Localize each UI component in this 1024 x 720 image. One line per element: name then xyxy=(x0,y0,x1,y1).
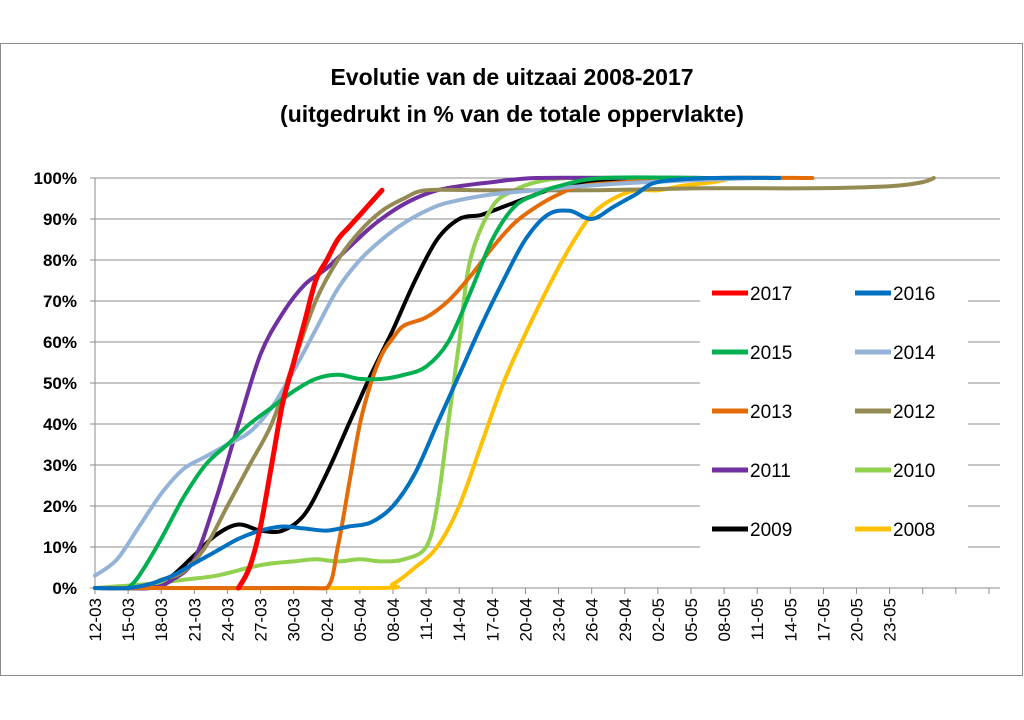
x-tick-label: 30-03 xyxy=(285,598,304,641)
x-tick-label: 14-04 xyxy=(450,598,469,641)
x-tick-label: 17-04 xyxy=(483,598,502,641)
x-tick-label: 20-04 xyxy=(516,598,535,641)
legend-label-2011: 2011 xyxy=(750,461,791,482)
y-tick-label: 30% xyxy=(43,456,77,475)
x-tick-label: 15-03 xyxy=(119,598,138,641)
y-tick-label: 50% xyxy=(43,374,77,393)
x-tick-label: 08-05 xyxy=(715,598,734,641)
y-tick-label: 0% xyxy=(52,579,77,598)
x-tick-label: 17-05 xyxy=(814,598,833,641)
y-tick-label: 40% xyxy=(43,415,77,434)
legend-label-2012: 2012 xyxy=(893,402,935,423)
legend-label-2016: 2016 xyxy=(893,284,935,305)
x-tick-label: 29-04 xyxy=(616,598,635,641)
x-tick-label: 05-05 xyxy=(682,598,701,641)
x-tick-label: 02-05 xyxy=(649,598,668,641)
x-tick-label: 05-04 xyxy=(351,598,370,641)
legend-label-2015: 2015 xyxy=(750,343,792,364)
x-tick-label: 26-04 xyxy=(583,598,602,641)
x-tick-label: 08-04 xyxy=(384,598,403,641)
chart-title: Evolutie van de uitzaai 2008-2017 xyxy=(330,64,694,90)
legend-label-2010: 2010 xyxy=(893,461,935,482)
x-tick-label: 02-04 xyxy=(318,598,337,641)
y-tick-label: 100% xyxy=(34,169,77,188)
x-tick-label: 21-03 xyxy=(185,598,204,641)
x-tick-label: 12-03 xyxy=(86,598,105,641)
y-tick-label: 10% xyxy=(43,538,77,557)
series-line-2014 xyxy=(93,176,760,578)
x-tick-label: 24-03 xyxy=(218,598,237,641)
y-tick-label: 90% xyxy=(43,210,77,229)
series-line-2017 xyxy=(236,187,385,591)
x-tick-label: 11-05 xyxy=(748,598,767,640)
series-line-2015 xyxy=(126,175,704,590)
x-tick-label: 14-05 xyxy=(781,598,800,641)
series-line-2016 xyxy=(93,175,782,591)
legend-label-2017: 2017 xyxy=(750,284,792,305)
x-tick-label: 11-04 xyxy=(417,598,436,640)
axes: 0% 10% 20% 30% 40% 50% 60% 70% 80% 90% 100% 12-03 15… xyxy=(34,169,1000,641)
y-tick-label: 60% xyxy=(43,333,77,352)
y-tick-label: 70% xyxy=(43,292,77,311)
series-line-2012 xyxy=(93,176,936,591)
y-tick-label: 80% xyxy=(43,251,77,270)
legend-label-2009: 2009 xyxy=(750,520,792,541)
y-tick-label: 20% xyxy=(43,497,77,516)
legend-label-2014: 2014 xyxy=(893,343,936,364)
x-tick-label: 23-05 xyxy=(881,598,900,641)
legend: 2017 2016 2015 2014 2013 2012 2011 2010 2009 2008 xyxy=(700,268,968,553)
x-tick-label: 23-04 xyxy=(550,598,569,641)
legend-label-2008: 2008 xyxy=(893,520,935,541)
legend-label-2013: 2013 xyxy=(750,402,792,423)
x-tick-label: 27-03 xyxy=(252,598,271,641)
series-line-2010 xyxy=(93,175,649,590)
x-tick-label: 18-03 xyxy=(152,598,171,641)
series-lines xyxy=(93,175,936,591)
x-tick-label: 20-05 xyxy=(848,598,867,641)
chart-subtitle: (uitgedrukt in % van de totale oppervlak… xyxy=(280,101,744,127)
